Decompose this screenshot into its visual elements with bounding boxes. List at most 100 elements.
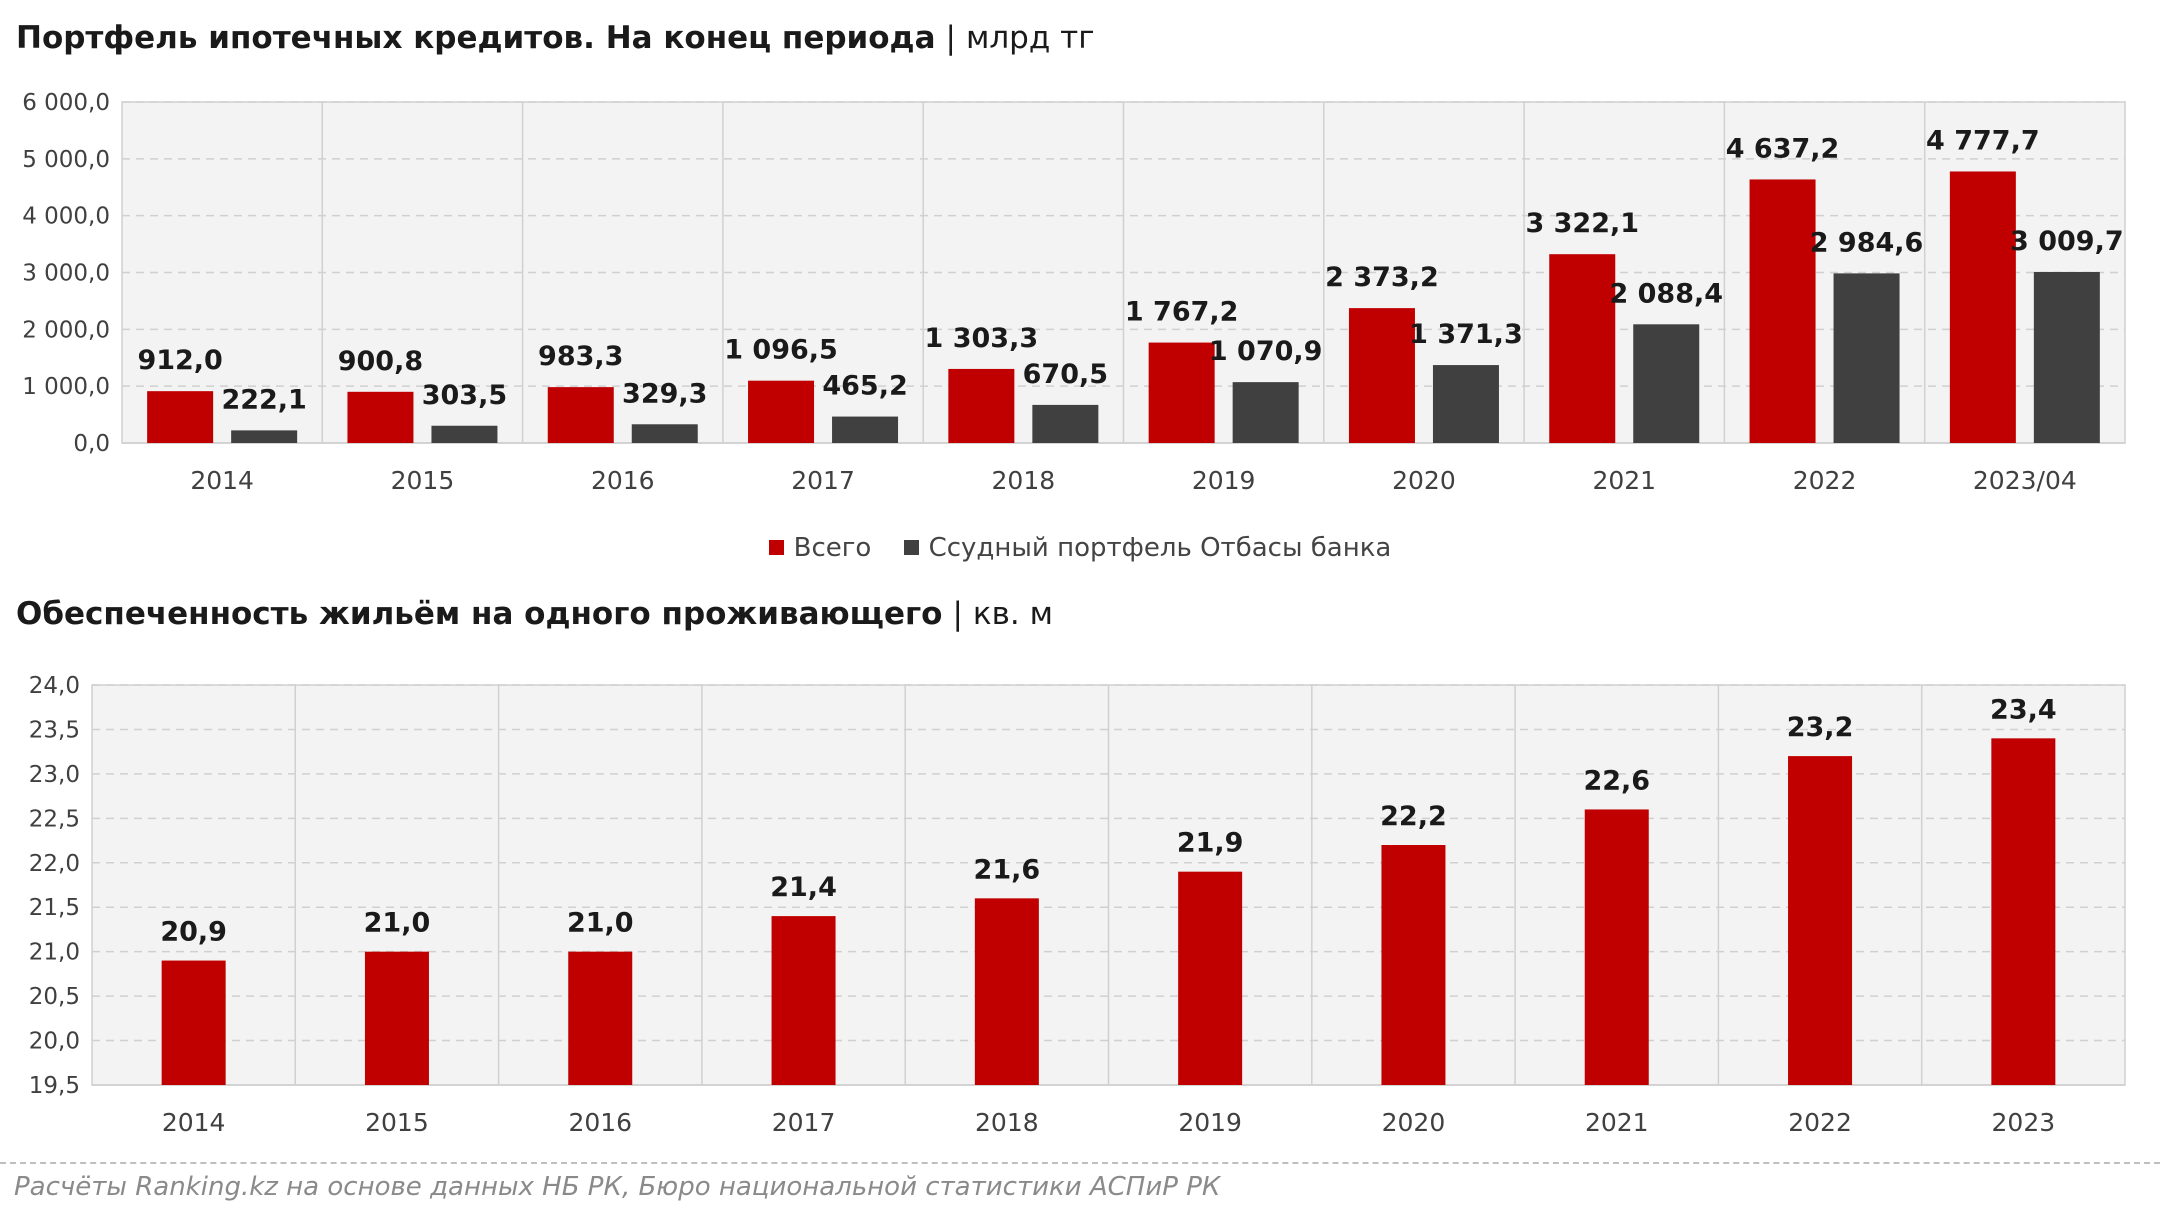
bar [1584, 809, 1649, 1085]
data-label: 1 303,3 [925, 323, 1039, 354]
footer-divider [0, 1162, 2160, 1164]
bar [1549, 254, 1616, 443]
chart-title-mortgage: Портфель ипотечных кредитов. На конец пе… [16, 20, 1094, 56]
data-label: 3 322,1 [1525, 208, 1639, 239]
bar [231, 430, 298, 443]
y-tick-label: 5 000,0 [22, 147, 110, 173]
chart-title-text: Портфель ипотечных кредитов. На конец пе… [16, 20, 936, 56]
y-tick-label: 21,0 [29, 940, 80, 966]
bar [568, 951, 633, 1085]
y-tick-label: 6 000,0 [22, 90, 110, 116]
data-label: 670,5 [1023, 359, 1108, 390]
x-tick-label: 2022 [1788, 1108, 1852, 1137]
bar [1749, 179, 1816, 444]
housing-per-resident-chart: 19,5 20,0 20,5 21,0 21,5 22,0 22,5 23,0 23,5 24,0… [29, 673, 2126, 1137]
bar [1788, 756, 1853, 1085]
bar [1178, 871, 1243, 1085]
data-label: 1 070,9 [1209, 336, 1323, 367]
bar [547, 387, 614, 443]
bar [832, 416, 899, 443]
legend-swatch-total [768, 540, 784, 555]
y-tick-label: 22,5 [29, 806, 80, 832]
bar [147, 391, 214, 443]
data-label: 22,6 [1583, 765, 1650, 796]
mortgage-portfolio-chart: 0,0 1 000,0 2 000,0 3 000,0 4 000,0 5 000,0 6 … [22, 90, 2126, 495]
y-tick-label: 21,5 [29, 895, 80, 921]
bar [1032, 404, 1099, 443]
x-tick-label: 2014 [162, 1108, 226, 1137]
x-tick-label: 2021 [1585, 1108, 1649, 1137]
data-label: 23,4 [1990, 694, 2057, 725]
bar [748, 380, 815, 443]
data-label: 3 009,7 [2010, 226, 2124, 257]
bar [1633, 324, 1700, 443]
data-label: 900,8 [338, 346, 423, 377]
chart-title-text: Обеспеченность жильём на одного проживаю… [16, 596, 943, 632]
x-tick-label: 2017 [791, 466, 855, 495]
bar [974, 898, 1039, 1085]
y-tick-label: 20,0 [29, 1029, 80, 1055]
y-tick-label: 4 000,0 [22, 204, 110, 230]
x-tick-label: 2014 [190, 466, 254, 495]
bar [1232, 382, 1299, 443]
bar [2033, 271, 2100, 443]
bar [631, 424, 698, 443]
data-label: 303,5 [422, 380, 507, 411]
y-tick-label: 24,0 [29, 673, 80, 699]
x-tick-label: 2023/04 [1973, 466, 2077, 495]
legend-label-total: Всего [793, 532, 872, 563]
y-tick-label: 3 000,0 [22, 261, 110, 287]
data-label: 912,0 [137, 345, 222, 376]
bar [1432, 365, 1499, 443]
data-label: 1 096,5 [724, 335, 838, 366]
y-tick-label: 1 000,0 [22, 374, 110, 400]
x-tick-label: 2015 [365, 1108, 429, 1137]
chart-unit: кв. м [972, 596, 1054, 632]
data-label: 21,6 [974, 854, 1041, 885]
data-label: 2 984,6 [1810, 227, 1924, 258]
x-tick-label: 2018 [975, 1108, 1039, 1137]
bar [431, 425, 498, 443]
legend-swatch-otbasy [903, 540, 919, 555]
x-tick-label: 2023 [1992, 1108, 2056, 1137]
y-tick-label: 22,0 [29, 851, 80, 877]
x-tick-label: 2022 [1793, 466, 1857, 495]
x-tick-label: 2017 [772, 1108, 836, 1137]
data-label: 21,0 [567, 908, 634, 939]
y-tick-label: 23,5 [29, 717, 80, 743]
data-label: 329,3 [622, 378, 707, 409]
bar [948, 368, 1015, 443]
data-label: 222,1 [221, 384, 306, 415]
data-label: 20,9 [160, 917, 227, 948]
data-label: 4 777,7 [1926, 125, 2040, 156]
data-label: 983,3 [538, 341, 623, 372]
title-separator: | [945, 20, 956, 56]
x-tick-label: 2015 [391, 466, 455, 495]
bar [347, 391, 414, 443]
data-label: 21,9 [1177, 828, 1244, 859]
title-separator: | [952, 596, 963, 632]
bar [1991, 738, 2056, 1085]
chart-title-housing: Обеспеченность жильём на одного проживаю… [16, 596, 1053, 632]
x-tick-label: 2016 [591, 466, 655, 495]
chart-unit: млрд тг [965, 20, 1095, 56]
x-tick-label: 2020 [1382, 1108, 1446, 1137]
x-tick-label: 2016 [568, 1108, 632, 1137]
data-label: 21,0 [364, 908, 431, 939]
bar [1348, 308, 1415, 443]
data-label: 2 088,4 [1609, 278, 1723, 309]
x-tick-label: 2019 [1192, 466, 1256, 495]
bar [771, 916, 836, 1085]
bar [364, 951, 429, 1085]
data-label: 23,2 [1787, 712, 1854, 743]
bar [1381, 845, 1446, 1085]
data-label: 2 373,2 [1325, 262, 1439, 293]
x-tick-label: 2018 [992, 466, 1056, 495]
data-label: 21,4 [770, 872, 837, 903]
x-tick-label: 2019 [1178, 1108, 1242, 1137]
y-tick-label: 23,0 [29, 762, 80, 788]
data-label: 1 767,2 [1125, 297, 1239, 328]
legend-item-total: Всего [768, 532, 872, 563]
legend-label-otbasy: Ссудный портфель Отбасы банка [928, 532, 1392, 563]
source-note: Расчёты Ranking.kz на основе данных НБ Р… [14, 1172, 1221, 1202]
